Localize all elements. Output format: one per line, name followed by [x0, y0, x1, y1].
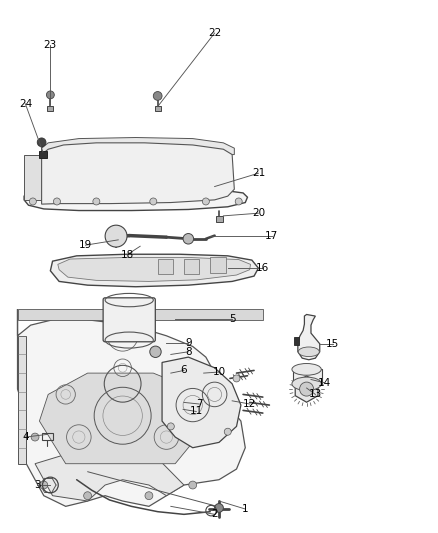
Text: 1: 1	[242, 504, 249, 514]
Circle shape	[46, 91, 54, 99]
Text: 19: 19	[79, 240, 92, 250]
Polygon shape	[24, 188, 247, 211]
Polygon shape	[58, 257, 251, 281]
Circle shape	[84, 492, 92, 499]
Text: 23: 23	[44, 41, 57, 50]
Circle shape	[215, 504, 223, 512]
Text: 5: 5	[229, 314, 236, 324]
Circle shape	[37, 138, 46, 147]
Polygon shape	[158, 259, 173, 274]
Polygon shape	[295, 376, 318, 402]
Circle shape	[150, 198, 157, 205]
Text: 10: 10	[212, 367, 226, 377]
Circle shape	[183, 233, 194, 244]
Circle shape	[105, 225, 127, 247]
Circle shape	[150, 346, 161, 358]
Circle shape	[189, 481, 197, 489]
Text: 6: 6	[180, 366, 187, 375]
Circle shape	[167, 423, 174, 430]
Text: 18: 18	[120, 250, 134, 260]
Ellipse shape	[298, 347, 319, 357]
Polygon shape	[50, 254, 258, 287]
Text: 8: 8	[185, 347, 192, 357]
Polygon shape	[155, 106, 161, 111]
Polygon shape	[39, 373, 210, 464]
Text: 11: 11	[190, 407, 203, 416]
Text: 2: 2	[211, 510, 218, 519]
Text: 12: 12	[243, 399, 256, 409]
Polygon shape	[18, 309, 263, 320]
Text: 3: 3	[34, 480, 41, 490]
Polygon shape	[162, 357, 241, 448]
Polygon shape	[42, 138, 234, 155]
Polygon shape	[298, 314, 320, 360]
Polygon shape	[293, 369, 322, 384]
Ellipse shape	[292, 377, 321, 390]
Polygon shape	[210, 257, 226, 273]
Text: 13: 13	[309, 390, 322, 399]
Polygon shape	[216, 216, 223, 222]
Circle shape	[93, 198, 100, 205]
Polygon shape	[39, 151, 47, 158]
Polygon shape	[42, 143, 234, 204]
Text: 7: 7	[196, 399, 203, 409]
Polygon shape	[47, 106, 53, 111]
Circle shape	[31, 433, 39, 441]
Circle shape	[224, 428, 231, 435]
Polygon shape	[294, 337, 299, 345]
Polygon shape	[35, 448, 184, 501]
Circle shape	[235, 198, 242, 205]
Polygon shape	[24, 155, 42, 200]
Text: 24: 24	[19, 99, 32, 109]
Circle shape	[29, 198, 36, 205]
Circle shape	[233, 375, 240, 382]
Circle shape	[145, 492, 153, 499]
Circle shape	[202, 198, 209, 205]
Text: 20: 20	[252, 208, 265, 218]
Text: 4: 4	[22, 432, 29, 442]
Ellipse shape	[292, 364, 321, 375]
Text: 16: 16	[256, 263, 269, 272]
Text: 15: 15	[326, 339, 339, 349]
Text: 22: 22	[208, 28, 221, 38]
Text: 17: 17	[265, 231, 278, 240]
Text: 9: 9	[185, 338, 192, 348]
Circle shape	[153, 92, 162, 100]
Circle shape	[215, 433, 223, 441]
Polygon shape	[184, 259, 199, 274]
Circle shape	[300, 382, 314, 396]
Circle shape	[40, 481, 48, 489]
Polygon shape	[18, 309, 245, 506]
Polygon shape	[18, 336, 26, 464]
FancyBboxPatch shape	[103, 298, 155, 342]
Circle shape	[107, 229, 125, 246]
Circle shape	[53, 198, 60, 205]
Text: 21: 21	[252, 168, 265, 178]
Text: 14: 14	[318, 378, 331, 387]
